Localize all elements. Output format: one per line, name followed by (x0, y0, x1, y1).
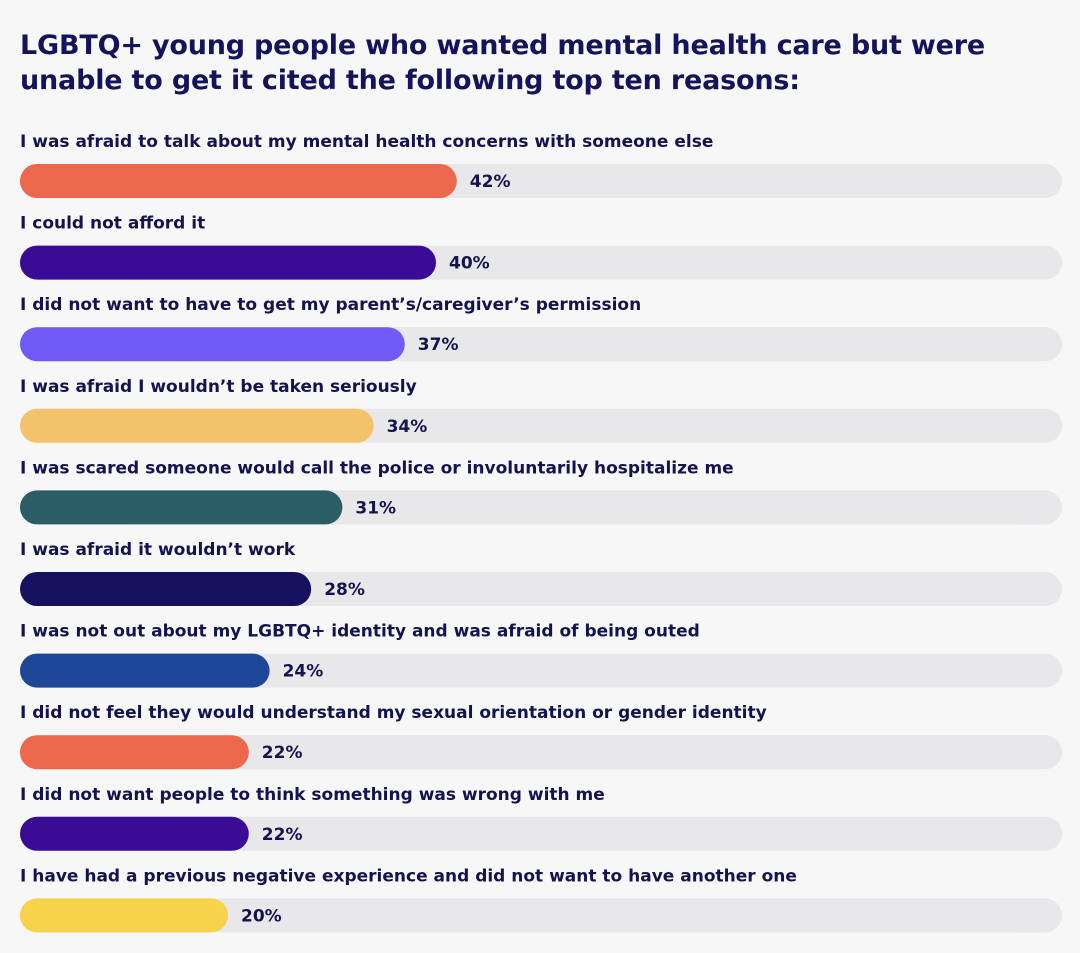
bar-track (20, 653, 1062, 688)
category-label: I could not afford it (20, 214, 205, 234)
value-label: 24% (283, 662, 324, 682)
chart-title: LGBTQ+ young people who wanted mental he… (20, 30, 985, 96)
value-label: 34% (387, 417, 428, 437)
bar (20, 490, 343, 525)
bar (20, 327, 405, 362)
value-label: 31% (355, 498, 396, 518)
bar (20, 816, 249, 851)
category-label: I have had a previous negative experienc… (20, 866, 797, 886)
value-label: 22% (262, 743, 303, 763)
bar (20, 653, 270, 688)
category-label: I was not out about my LGBTQ+ identity a… (20, 622, 700, 642)
bar-track (20, 816, 1062, 851)
category-label: I was afraid it wouldn’t work (20, 540, 296, 560)
bar (20, 735, 249, 770)
bar (20, 572, 312, 606)
category-label: I was afraid I wouldn’t be taken serious… (20, 377, 417, 397)
bar (20, 164, 457, 198)
value-label: 22% (262, 825, 303, 845)
value-label: 37% (418, 335, 459, 355)
bar (20, 245, 436, 280)
category-label: I did not feel they would understand my … (20, 703, 767, 723)
category-label: I did not want to have to get my parent’… (20, 295, 641, 315)
bar-track (20, 735, 1062, 770)
category-label: I was scared someone would call the poli… (20, 458, 734, 478)
bar-track (20, 898, 1062, 933)
category-label: I was afraid to talk about my mental hea… (20, 132, 713, 152)
bar (20, 408, 374, 443)
value-label: 28% (324, 580, 365, 600)
bar (20, 898, 228, 933)
value-label: 20% (241, 906, 282, 926)
category-label: I did not want people to think something… (20, 785, 605, 805)
value-label: 40% (449, 254, 490, 274)
value-label: 42% (470, 172, 511, 192)
